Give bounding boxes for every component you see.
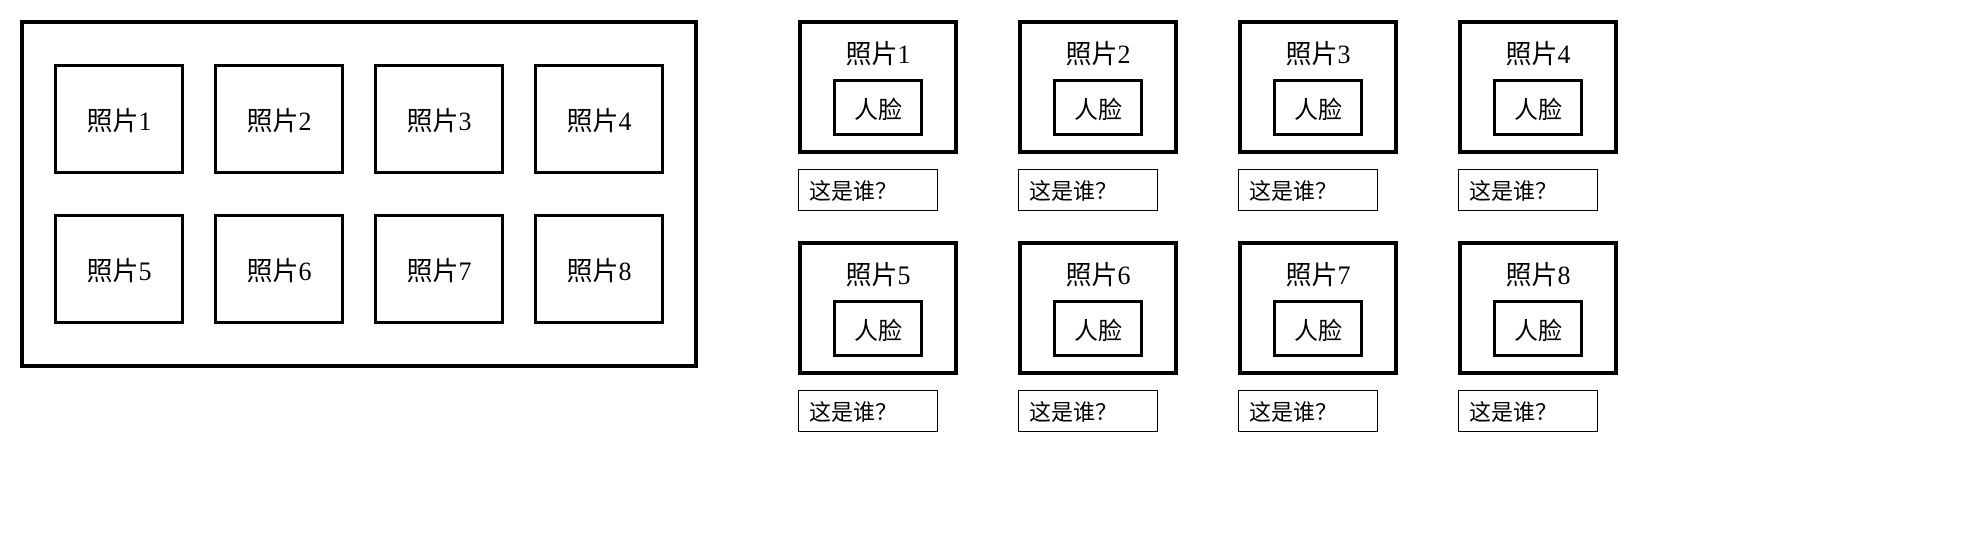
photo-card: 照片4 人脸 (1458, 20, 1618, 154)
photo-box: 照片8 (534, 214, 664, 324)
photo-box: 照片7 (374, 214, 504, 324)
photo-item: 照片1 人脸 这是谁？ (798, 20, 958, 211)
photo-card: 照片6 人脸 (1018, 241, 1178, 375)
photo-item: 照片3 人脸 这是谁？ (1238, 20, 1398, 211)
photo-box: 照片6 (214, 214, 344, 324)
caption-box: 这是谁？ (1238, 169, 1378, 211)
photo-item: 照片7 人脸 这是谁？ (1238, 241, 1398, 432)
photo-box: 照片4 (534, 64, 664, 174)
photo-title: 照片6 (1065, 255, 1130, 292)
caption-box: 这是谁？ (798, 169, 938, 211)
photo-box: 照片5 (54, 214, 184, 324)
photo-item: 照片5 人脸 这是谁？ (798, 241, 958, 432)
right-row-2: 照片5 人脸 这是谁？ 照片6 人脸 这是谁？ 照片7 人脸 这是谁？ 照片8 … (798, 241, 1618, 432)
photo-card: 照片8 人脸 (1458, 241, 1618, 375)
right-row-1: 照片1 人脸 这是谁？ 照片2 人脸 这是谁？ 照片3 人脸 这是谁？ 照片4 … (798, 20, 1618, 211)
photo-title: 照片7 (1285, 255, 1350, 292)
face-box: 人脸 (833, 79, 923, 136)
face-box: 人脸 (1493, 300, 1583, 357)
photo-item: 照片4 人脸 这是谁？ (1458, 20, 1618, 211)
caption-box: 这是谁？ (1018, 169, 1158, 211)
face-box: 人脸 (1053, 300, 1143, 357)
face-box: 人脸 (1273, 79, 1363, 136)
face-box: 人脸 (1053, 79, 1143, 136)
photo-card: 照片2 人脸 (1018, 20, 1178, 154)
photo-title: 照片1 (845, 34, 910, 71)
caption-box: 这是谁？ (798, 390, 938, 432)
photo-title: 照片2 (1065, 34, 1130, 71)
photo-box: 照片1 (54, 64, 184, 174)
photo-item: 照片6 人脸 这是谁？ (1018, 241, 1178, 432)
face-box: 人脸 (1273, 300, 1363, 357)
caption-box: 这是谁？ (1018, 390, 1158, 432)
photo-card: 照片1 人脸 (798, 20, 958, 154)
photo-box: 照片2 (214, 64, 344, 174)
photo-card: 照片3 人脸 (1238, 20, 1398, 154)
caption-box: 这是谁？ (1458, 169, 1598, 211)
caption-box: 这是谁？ (1458, 390, 1598, 432)
left-row-2: 照片5 照片6 照片7 照片8 (54, 214, 664, 324)
photo-card: 照片5 人脸 (798, 241, 958, 375)
face-box: 人脸 (833, 300, 923, 357)
left-panel: 照片1 照片2 照片3 照片4 照片5 照片6 照片7 照片8 (20, 20, 698, 368)
photo-title: 照片8 (1505, 255, 1570, 292)
photo-card: 照片7 人脸 (1238, 241, 1398, 375)
photo-item: 照片8 人脸 这是谁？ (1458, 241, 1618, 432)
left-row-1: 照片1 照片2 照片3 照片4 (54, 64, 664, 174)
caption-box: 这是谁？ (1238, 390, 1378, 432)
right-panel: 照片1 人脸 这是谁？ 照片2 人脸 这是谁？ 照片3 人脸 这是谁？ 照片4 … (798, 20, 1618, 432)
photo-title: 照片5 (845, 255, 910, 292)
face-box: 人脸 (1493, 79, 1583, 136)
photo-title: 照片4 (1505, 34, 1570, 71)
photo-title: 照片3 (1285, 34, 1350, 71)
photo-item: 照片2 人脸 这是谁？ (1018, 20, 1178, 211)
photo-box: 照片3 (374, 64, 504, 174)
